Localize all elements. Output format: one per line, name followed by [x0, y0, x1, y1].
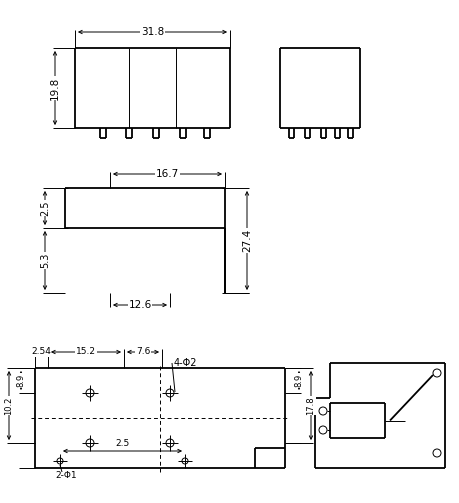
Text: 8.9: 8.9 [294, 374, 303, 387]
Text: 8.9: 8.9 [17, 374, 25, 387]
Text: 2.5: 2.5 [115, 440, 129, 449]
Text: 10.2: 10.2 [5, 396, 13, 414]
Text: 2.5: 2.5 [40, 200, 50, 216]
Text: 15.2: 15.2 [76, 348, 96, 357]
Text: 27.4: 27.4 [241, 229, 252, 252]
Text: 16.7: 16.7 [156, 169, 179, 179]
Text: 12.6: 12.6 [128, 300, 151, 310]
Text: 17.8: 17.8 [306, 396, 315, 415]
Text: 2.54: 2.54 [32, 348, 51, 357]
Text: 5.3: 5.3 [40, 253, 50, 268]
Text: 2-Φ1: 2-Φ1 [55, 470, 77, 479]
Text: 19.8: 19.8 [50, 76, 60, 100]
Text: 7.6: 7.6 [135, 348, 150, 357]
Text: 31.8: 31.8 [140, 27, 164, 37]
Text: 4-Φ2: 4-Φ2 [174, 358, 197, 368]
